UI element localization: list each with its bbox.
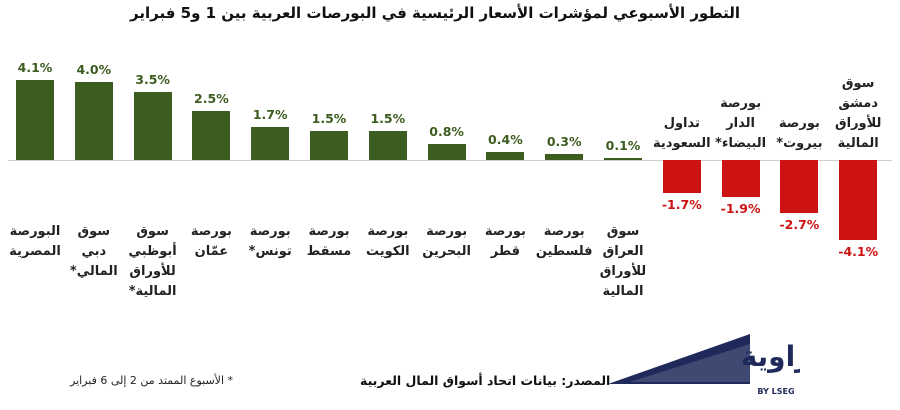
logo-subtext: BY LSEG [757, 387, 794, 396]
bar [721, 160, 760, 198]
category-label: بورصة قطر [484, 224, 526, 259]
bar [427, 144, 466, 160]
category-label: بورصة مسقط [306, 224, 352, 259]
value-label: 1.5% [370, 110, 406, 126]
value-label: 2.5% [194, 91, 229, 107]
category-label: بورصة فلسطين [535, 224, 593, 259]
value-label: 0.4% [488, 132, 523, 148]
value-label: 1.7% [252, 106, 288, 122]
value-label: 3.5% [135, 71, 170, 87]
value-label: -2.7% [779, 216, 820, 232]
value-label: 0.3% [546, 134, 582, 150]
category-label: بورصة عمّان [190, 224, 232, 259]
value-label: 4.1% [17, 60, 53, 76]
category-label: بورصة البحرين [422, 224, 471, 259]
bar [780, 160, 819, 213]
value-label: -4.1% [838, 243, 879, 259]
category-label: البورصة المصرية [9, 224, 61, 259]
bar [368, 130, 407, 160]
category-label: سوق العراق للأوراق المالية [599, 224, 647, 299]
category-label: بورصة تونس* [248, 224, 292, 259]
category-label: سوق أبوظبي للأوراق المالية* [128, 224, 177, 299]
category-label: تداول السعودية [653, 116, 711, 151]
bar [16, 80, 54, 160]
bar [133, 91, 172, 160]
zero-line [8, 160, 892, 161]
category-label: سوق دمشق للأوراق المالية [834, 76, 882, 151]
logo-text: زاوية [741, 340, 800, 373]
bar [545, 154, 584, 160]
bar [662, 160, 701, 194]
bar [486, 152, 525, 160]
logo-shade [630, 344, 750, 382]
value-label: -1.9% [720, 201, 761, 217]
value-label: -1.7% [661, 197, 702, 213]
value-label: 0.1% [605, 138, 641, 154]
source: المصدر: بيانات اتحاد أسواق المال العربية [360, 373, 611, 388]
value-label: 4.0% [76, 62, 112, 77]
bar [310, 130, 348, 160]
category-label: بورصة الكويت [365, 224, 410, 259]
value-label: 1.5% [311, 110, 347, 126]
bar [604, 158, 642, 160]
bar [251, 126, 290, 160]
logo-shape [608, 334, 750, 384]
chart-title: التطور الأسبوعي لمؤشرات الأسعار الرئيسية… [130, 4, 740, 22]
category-label: سوق دبي المالي* [69, 224, 118, 279]
logo: زاوية BY LSEG [608, 334, 800, 396]
footnote: * الأسبوع الممتد من 2 إلى 6 فبراير [70, 374, 234, 387]
category-label: بورصة الدار البيضاء* [715, 96, 767, 151]
value-label: 0.8% [429, 124, 464, 140]
category-label: بورصة بيروت* [776, 116, 823, 151]
bar [839, 160, 878, 240]
bar [74, 82, 113, 160]
bar [192, 111, 231, 160]
